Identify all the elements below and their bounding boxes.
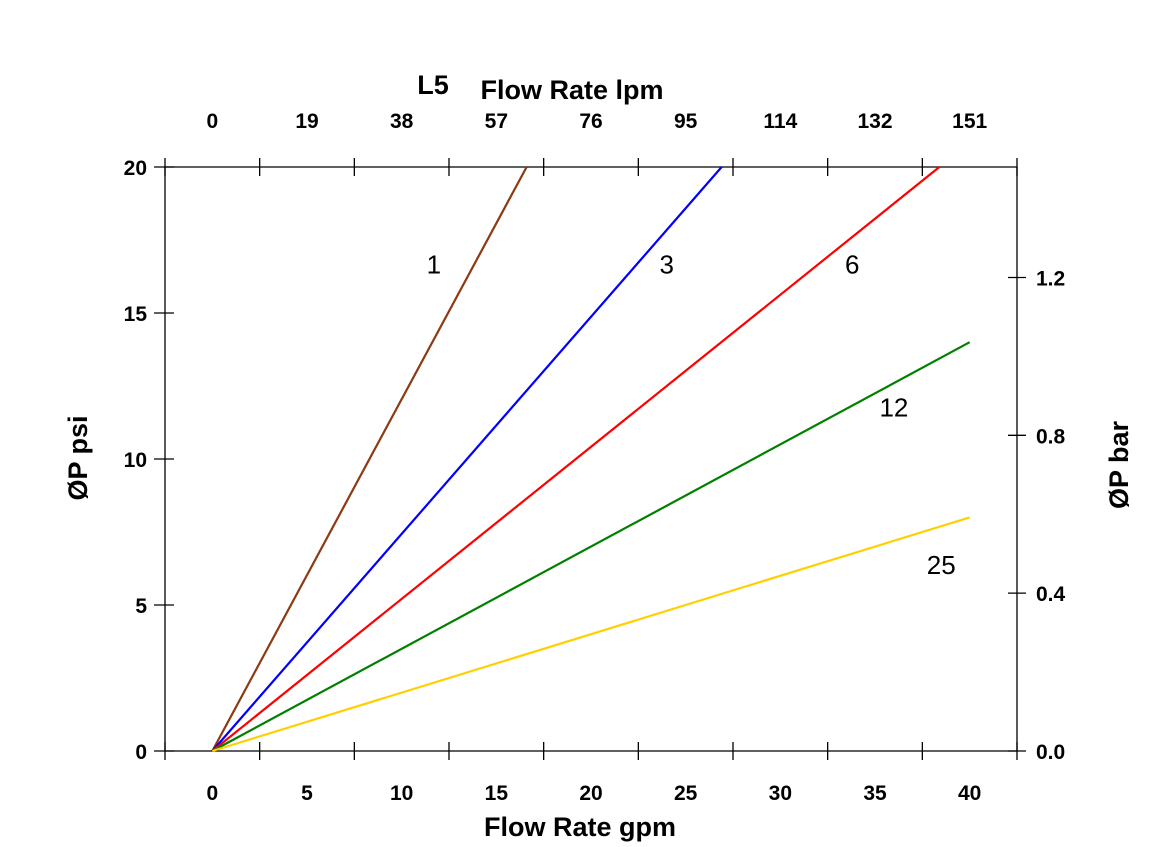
y-tick-label: 0 xyxy=(135,741,147,764)
top-tick-label: 151 xyxy=(952,110,987,133)
y2-tick-label: 1.2 xyxy=(1036,267,1065,290)
series-line-6 xyxy=(211,166,941,752)
top-tick-label: 19 xyxy=(295,110,318,133)
y-tick-label: 20 xyxy=(124,157,147,180)
x-tick-label: 10 xyxy=(390,782,413,805)
top-tick-label: 0 xyxy=(206,110,218,133)
x-tick-label: 30 xyxy=(769,782,792,805)
x-axis-title: Flow Rate gpm xyxy=(484,812,676,842)
top-axis-title: Flow Rate lpm xyxy=(480,75,663,105)
series-lines xyxy=(211,166,971,753)
top-tick-label: 114 xyxy=(763,110,797,133)
series-label-1: 1 xyxy=(427,249,441,279)
top-tick-label: 57 xyxy=(485,110,508,133)
series-line-3 xyxy=(211,166,723,752)
series-line-1 xyxy=(211,166,528,752)
y-axis-title: ØP psi xyxy=(63,415,93,500)
x-tick-label: 15 xyxy=(485,782,509,805)
x-tick-label: 25 xyxy=(674,782,698,805)
top-tick-label: 38 xyxy=(390,110,414,133)
series-line-12 xyxy=(211,341,971,752)
y-tick-label: 10 xyxy=(124,449,147,472)
top-axis-prefix: L5 xyxy=(417,70,449,100)
x-tick-label: 0 xyxy=(206,782,218,805)
top-tick-label: 76 xyxy=(579,110,602,133)
series-label-25: 25 xyxy=(927,550,956,580)
y2-tick-label: 0.4 xyxy=(1036,583,1066,606)
x-tick-label: 5 xyxy=(301,782,313,805)
x-tick-label: 40 xyxy=(958,782,981,805)
axes xyxy=(154,158,1026,760)
top-tick-label: 95 xyxy=(674,110,698,133)
y2-axis-title: ØP bar xyxy=(1104,420,1134,509)
labels: 0051910381557207625953011435132401510510… xyxy=(124,110,1066,805)
x-tick-label: 35 xyxy=(863,782,887,805)
y2-tick-label: 0.0 xyxy=(1036,741,1065,764)
series-label-3: 3 xyxy=(659,249,673,279)
top-tick-label: 132 xyxy=(857,110,892,133)
y-tick-label: 5 xyxy=(135,595,147,618)
y2-tick-label: 0.8 xyxy=(1036,425,1066,448)
y-tick-label: 15 xyxy=(124,303,148,326)
series-label-12: 12 xyxy=(879,392,908,422)
x-tick-label: 20 xyxy=(579,782,602,805)
series-line-25 xyxy=(212,516,970,753)
series-label-6: 6 xyxy=(845,249,859,279)
